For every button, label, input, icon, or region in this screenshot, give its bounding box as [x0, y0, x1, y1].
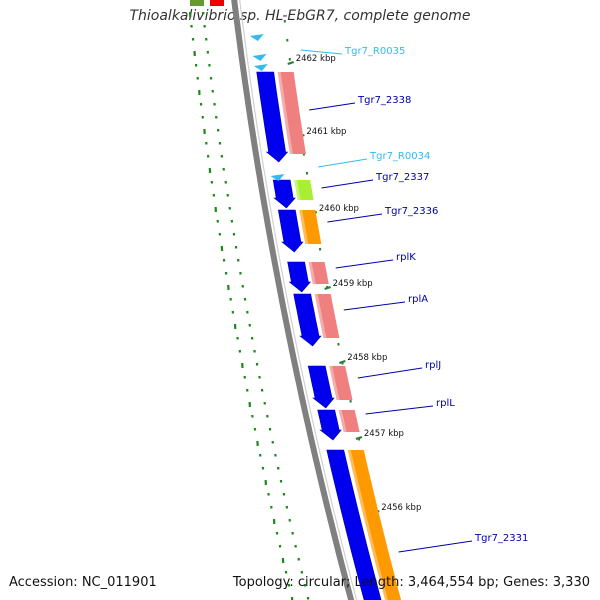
cog-highlight: [314, 294, 327, 338]
backbone-line: [231, 0, 355, 600]
tick-label: 2458 kbp: [347, 353, 387, 363]
gene-arrow-Tgr7_2336: [277, 209, 304, 253]
rna-marker: [270, 174, 285, 181]
gene-arrow-Tgr7_2331: [326, 449, 382, 600]
feature-label-Tgr7_2331: Tgr7_2331: [474, 533, 528, 544]
cog-block-rplJ: [329, 366, 353, 400]
gene-arrow-rplA: [293, 293, 322, 347]
genome-summary-text: Topology: circular; Length: 3,464,554 bp…: [232, 575, 590, 590]
tick-mark: [355, 436, 363, 440]
tick-label: 2456 kbp: [381, 503, 421, 513]
cog-highlight: [294, 180, 301, 200]
leader-line-Tgr7_R0035: [300, 49, 343, 55]
feature-label-Tgr7_2336: Tgr7_2336: [384, 206, 438, 217]
leader-line-Tgr7_2338: [309, 102, 356, 111]
feature-labels: Tgr7_R0035 Tgr7_2338 Tgr7_R0034 Tgr7_2337 Tg…: [300, 46, 528, 553]
gene-arrow-Tgr7_2337: [272, 179, 296, 209]
cog-highlight: [308, 262, 316, 284]
top-colored-segments: [190, 0, 224, 6]
cog-highlight: [277, 72, 293, 154]
gene-feature-track: [249, 34, 382, 600]
tick-mark: [287, 61, 295, 65]
top-segment-green: [190, 0, 204, 6]
genome-backbone: [231, 0, 358, 600]
cog-category-track: [277, 72, 402, 600]
cog-block-Tgr7_2331: [347, 450, 402, 600]
backbone-edge: [239, 0, 358, 600]
feature-label-Tgr7_R0035: Tgr7_R0035: [344, 46, 405, 57]
cog-highlight: [347, 450, 389, 600]
rna-marker: [249, 34, 264, 41]
cog-block-rplA: [314, 294, 340, 338]
leader-line-Tgr7_2331: [398, 540, 473, 553]
leader-line-Tgr7_2336: [327, 213, 383, 223]
cog-block-Tgr7_2338: [277, 72, 306, 154]
rna-marker: [253, 64, 268, 71]
feature-label-rplJ: rplJ: [425, 360, 441, 371]
feature-label-Tgr7_R0034: Tgr7_R0034: [369, 151, 430, 162]
feature-label-Tgr7_2338: Tgr7_2338: [357, 95, 411, 106]
tick-label: 2457 kbp: [364, 429, 404, 439]
cog-block-Tgr7_2336: [299, 210, 322, 244]
feature-label-rplK: rplK: [396, 252, 416, 263]
feature-label-rplL: rplL: [436, 398, 455, 409]
gene-arrow-rplK: [287, 261, 312, 293]
cog-highlight: [338, 410, 347, 432]
leader-line-Tgr7_R0034: [318, 158, 368, 168]
cog-highlight: [299, 210, 309, 244]
cog-block-rplK: [308, 262, 329, 284]
gc-content-track: [188, 11, 310, 600]
tick-label: 2462 kbp: [296, 54, 336, 64]
cog-block-rplL: [338, 410, 360, 432]
feature-label-rplA: rplA: [408, 294, 428, 305]
map-title: Thioalkalivibrio sp. HL-EbGR7, complete …: [129, 8, 471, 24]
leader-line-rplK: [335, 259, 394, 269]
accession-text: Accession: NC_011901: [9, 575, 157, 590]
gene-arrow-Tgr7_2338: [256, 71, 289, 163]
leader-line-rplJ: [357, 367, 423, 379]
rna-marker: [252, 54, 267, 61]
tick-label: 2461 kbp: [306, 127, 346, 137]
leader-line-Tgr7_2337: [321, 179, 374, 189]
leader-line-rplA: [343, 301, 406, 311]
feature-label-Tgr7_2337: Tgr7_2337: [375, 172, 429, 183]
cog-block-Tgr7_2337: [294, 180, 314, 200]
gene-arrow-rplJ: [307, 365, 335, 409]
top-segment-red: [210, 0, 224, 6]
cog-highlight: [329, 366, 340, 400]
tick-mark: [338, 360, 346, 364]
gene-arrow-rplL: [317, 409, 342, 441]
tick-label: 2460 kbp: [319, 204, 359, 214]
tick-label: 2459 kbp: [333, 279, 373, 289]
leader-line-rplL: [365, 405, 434, 415]
kbp-tick-marks: 2462 kbp 2461 kbp 2460 kbp 2459 kbp 2458 kbp…: [283, 19, 421, 593]
